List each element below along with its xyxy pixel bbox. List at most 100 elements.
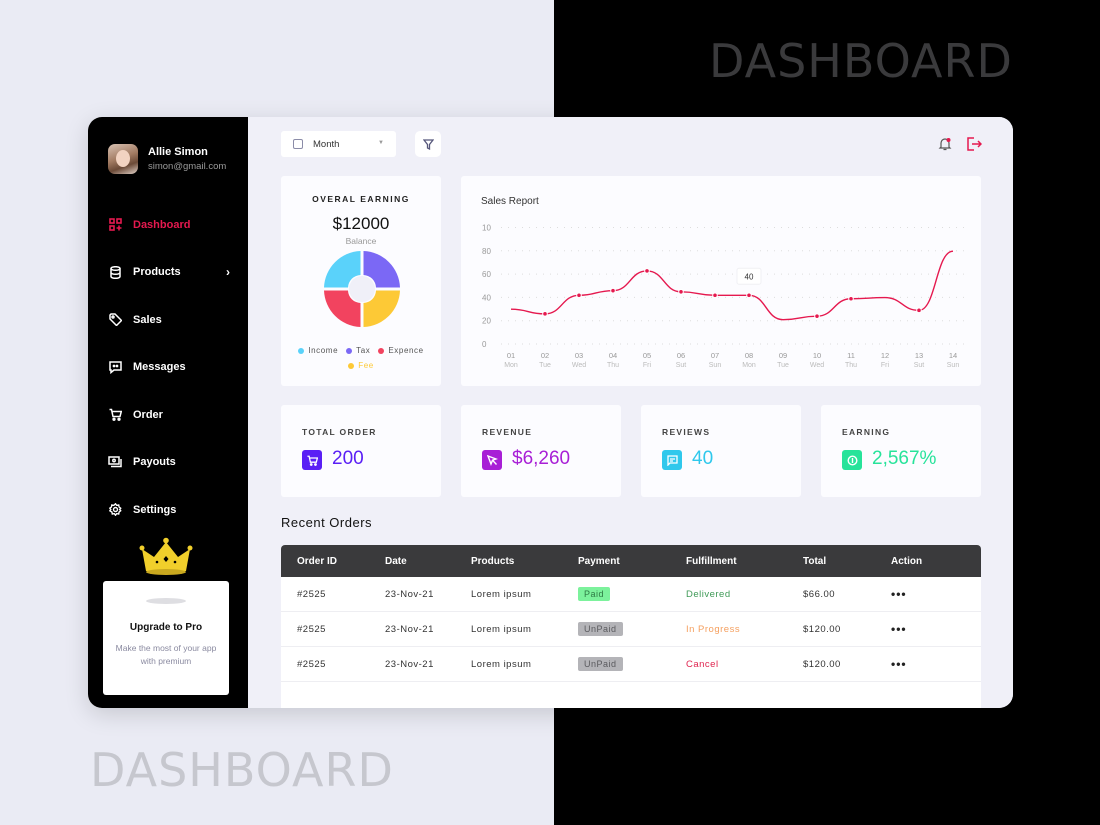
period-select[interactable]: Month ▼ [281,131,396,157]
upgrade-card[interactable]: Upgrade to Pro Make the most of your app… [103,581,229,695]
cursor-icon [482,450,502,470]
filter-icon [422,138,434,150]
svg-text:Wed: Wed [572,362,586,369]
payment-badge: Paid [578,587,611,601]
profile-name: Allie Simon [148,146,208,158]
sidebar: Allie Simon simon@gmail.com Dashboard Pr… [88,117,248,708]
earning-title: OVERAL EARNING [312,194,410,204]
column-header[interactable]: Order ID [297,555,338,567]
database-icon [108,265,122,279]
svg-text:Mon: Mon [504,362,518,369]
svg-text:20: 20 [482,317,491,326]
column-header[interactable]: Action [891,555,923,567]
stat-card-revenue: REVENUE $6,260 [461,405,621,497]
svg-text:10: 10 [813,351,821,360]
svg-text:80: 80 [482,247,491,256]
caret-down-icon: ▼ [378,140,384,146]
svg-text:Sun: Sun [947,362,960,369]
svg-text:13: 13 [915,351,923,360]
sidebar-item-payouts[interactable]: Payouts [108,439,238,487]
payment-badge: UnPaid [578,657,623,671]
stat-label: REVIEWS [662,427,711,437]
crown-icon [139,537,193,575]
sales-report-card: Sales Report 0 20 40 60 80 10 01 Mon 02 Tue 03 Wed 0… [461,176,981,386]
table-row[interactable]: #2525 23-Nov-21 Lorem ipsum UnPaid Cance… [281,647,981,682]
filter-button[interactable] [415,131,441,157]
tag-icon [108,313,122,327]
svg-text:Tue: Tue [777,362,789,369]
svg-text:40: 40 [745,272,754,281]
svg-text:04: 04 [609,351,617,360]
column-header[interactable]: Fulfillment [686,555,737,567]
sidebar-item-label: Messages [133,361,186,374]
stat-value: 200 [332,448,364,469]
svg-text:02: 02 [541,351,549,360]
sidebar-item-label: Dashboard [133,218,191,231]
svg-text:12: 12 [881,351,889,360]
order-product: Lorem ipsum [471,623,532,635]
column-header[interactable]: Payment [578,555,620,567]
overall-earning-card: OVERAL EARNING $12000 Balance Income Tax… [281,176,441,386]
table-header: Order ID Date Products Payment Fulfillme… [281,545,981,577]
upgrade-description: Make the most of your app with premium [115,643,217,666]
earning-legend: Income Tax Expence Fee [281,346,441,376]
svg-text:09: 09 [779,351,787,360]
svg-text:03: 03 [575,351,583,360]
svg-text:Fri: Fri [881,362,890,369]
sidebar-item-dashboard[interactable]: Dashboard [108,201,238,249]
order-date: 23-Nov-21 [385,588,434,600]
svg-text:0: 0 [482,340,487,349]
payment-badge: UnPaid [578,622,623,636]
logout-icon[interactable] [966,137,982,151]
fulfillment-status: Cancel [686,658,719,670]
stat-value: $6,260 [512,448,571,469]
svg-text:08: 08 [745,351,753,360]
stat-value: 40 [692,448,714,469]
svg-text:05: 05 [643,351,651,360]
stat-card-earning: EARNING 2,567% [821,405,981,497]
order-total: $120.00 [803,658,841,670]
fulfillment-status: In Progress [686,623,741,635]
svg-text:Thu: Thu [845,362,857,369]
table-row[interactable]: #2525 23-Nov-21 Lorem ipsum UnPaid In Pr… [281,612,981,647]
svg-text:06: 06 [677,351,685,360]
stat-value: 2,567% [872,448,937,469]
upgrade-title: Upgrade to Pro [129,622,203,633]
sidebar-item-order[interactable]: Order [108,391,238,439]
stat-label: EARNING [842,427,891,437]
stat-card-reviews: REVIEWS 40 [641,405,801,497]
calendar-icon [293,139,303,149]
more-actions-icon[interactable]: ••• [891,587,907,601]
user-profile[interactable]: Allie Simon simon@gmail.com [108,144,226,174]
sidebar-item-settings[interactable]: Settings [108,486,238,534]
sidebar-item-label: Order [133,408,163,421]
svg-text:01: 01 [507,351,515,360]
svg-text:Sut: Sut [676,362,687,369]
avatar [108,144,138,174]
sidebar-item-products[interactable]: Products › [108,249,238,297]
chevron-right-icon[interactable]: › [226,265,230,280]
column-header[interactable]: Date [385,555,407,567]
cart-icon [302,450,322,470]
stat-label: TOTAL ORDER [302,427,377,437]
sidebar-item-messages[interactable]: Messages [108,344,238,392]
more-actions-icon[interactable]: ••• [891,622,907,636]
bell-icon[interactable] [938,137,952,151]
svg-text:40: 40 [482,293,491,302]
more-actions-icon[interactable]: ••• [891,657,907,671]
svg-text:14: 14 [949,351,957,360]
order-product: Lorem ipsum [471,588,532,600]
column-header[interactable]: Total [803,555,827,567]
column-header[interactable]: Products [471,555,515,567]
upgrade-shadow [146,598,186,604]
table-row[interactable]: #2525 23-Nov-21 Lorem ipsum Paid Deliver… [281,577,981,612]
svg-text:Tue: Tue [539,362,551,369]
sales-line-chart[interactable]: 0 20 40 60 80 10 01 Mon 02 Tue 03 Wed 04 Thu 05 Fri 06 Su… [461,176,981,386]
svg-text:Sut: Sut [914,362,925,369]
recent-orders-title: Recent Orders [281,515,373,530]
cart-icon [108,408,122,422]
sidebar-item-sales[interactable]: Sales [108,296,238,344]
sidebar-nav: Dashboard Products › Sales Messages [108,201,238,534]
gear-icon [108,503,122,517]
sidebar-item-label: Sales [133,313,162,326]
